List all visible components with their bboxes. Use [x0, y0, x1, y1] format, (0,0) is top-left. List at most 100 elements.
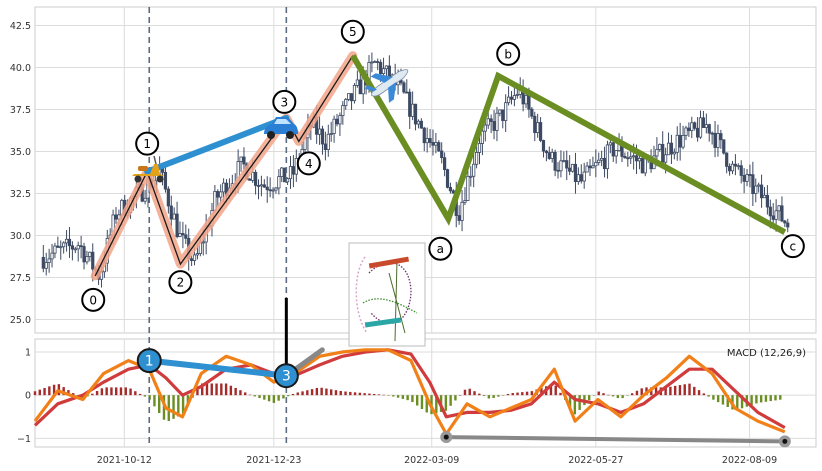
candle-body [556, 169, 560, 172]
candle-body [50, 252, 54, 260]
candle-body [335, 118, 339, 125]
macd-histogram-bar [301, 391, 304, 396]
candle-body [713, 132, 717, 148]
candle-body [687, 127, 691, 132]
wave-label-text: b [504, 47, 512, 61]
candle-body [85, 256, 89, 263]
candle-body [492, 121, 496, 131]
macd-marker-text: 1 [145, 354, 154, 370]
candle-body [213, 191, 217, 211]
candle-body [524, 94, 528, 105]
wave-label-circle [272, 89, 297, 114]
macd-histogram-bar [597, 391, 600, 396]
macd-histogram-bar [764, 395, 768, 402]
candle-body [754, 185, 758, 195]
candle-body [451, 190, 455, 194]
x-tick-label: 2022-08-09 [722, 455, 777, 466]
macd-histogram-bar [726, 395, 729, 408]
macd-histogram-bar [406, 395, 409, 401]
candle-body [347, 93, 351, 100]
macd-histogram-bar [683, 384, 686, 396]
candle-body [381, 68, 386, 75]
wave-label-text: 3 [281, 95, 289, 109]
candle-body [547, 152, 551, 159]
macd-histogram-bar [573, 395, 577, 415]
wave-label-circle [81, 287, 106, 312]
macd-histogram-bar [678, 385, 682, 396]
macd-histogram-bar [172, 395, 175, 419]
candle-body [460, 201, 464, 221]
candle-body [413, 103, 418, 125]
wave-label-circle [296, 151, 321, 176]
candle-body [675, 134, 679, 153]
candle-body [742, 175, 746, 182]
candle-body [480, 130, 485, 144]
macd-histogram-bar [669, 386, 672, 396]
candle-body [530, 108, 534, 117]
price-y-tick-label: 37.5 [10, 105, 31, 116]
wave-label-text: 2 [177, 276, 185, 290]
macd-histogram-bar [95, 390, 99, 396]
macd-histogram-bar [177, 395, 180, 417]
candle-body [757, 184, 761, 187]
macd-histogram-bar [482, 395, 486, 397]
candle-body [576, 174, 580, 182]
candle-body [602, 157, 607, 170]
candle-body [585, 165, 589, 173]
macd-histogram-bar [755, 395, 758, 404]
candle-body [358, 79, 362, 95]
candle-body [474, 152, 479, 165]
macd-histogram-bar [750, 395, 753, 406]
candle-body [265, 186, 269, 191]
macd-lines [33, 348, 786, 436]
macd-histogram-bar [587, 395, 591, 401]
macd-histogram-bar [578, 395, 581, 410]
candle-body [690, 122, 694, 132]
macd-histogram-bar [721, 395, 725, 405]
candle-body [216, 191, 220, 198]
macd-histogram-bar [458, 395, 462, 396]
candle-body [739, 165, 743, 176]
macd-histogram-bar [592, 395, 596, 396]
candle-body [632, 155, 636, 158]
candle-body [658, 143, 662, 150]
price-y-tick-label: 35.0 [10, 147, 31, 158]
macd-histogram-bar [654, 387, 658, 396]
candle-body [553, 151, 557, 171]
macd-histogram-bar [635, 390, 639, 396]
candle-body [428, 138, 432, 143]
wave-label-circle [135, 131, 160, 156]
macd-histogram-bar [372, 393, 376, 396]
candle-body [408, 91, 412, 117]
candle-body [239, 156, 243, 162]
candle-body [283, 167, 287, 183]
candle-body [512, 95, 517, 100]
candle-body [762, 194, 767, 199]
candle-body [780, 205, 784, 222]
candle-body [501, 109, 505, 121]
candle-body [248, 178, 252, 181]
candle-body [786, 222, 790, 228]
candle-body [332, 118, 336, 134]
macd-histogram-bar [315, 388, 319, 396]
price-y-tick-label: 30.0 [10, 231, 31, 242]
wave-icons [132, 69, 426, 347]
macd-histogram-bar [33, 391, 37, 396]
macd-histogram-bar [664, 387, 667, 396]
macd-histogram-bar [463, 389, 467, 396]
macd-signal-line [33, 348, 786, 429]
inset-supports [388, 260, 406, 342]
macd-histogram-bar [100, 388, 104, 396]
candle-body [411, 103, 415, 117]
macd-y-tick-label: −1 [17, 434, 31, 445]
candle-body [419, 120, 423, 129]
price-y-tick-label: 27.5 [10, 273, 31, 284]
macd-histogram-bar [616, 395, 620, 399]
macd-histogram-bar [530, 391, 534, 396]
car-wheel-back [267, 131, 275, 139]
candle-body [256, 185, 261, 187]
macd-histogram-bar [329, 389, 333, 396]
wave-label-circle [340, 19, 365, 44]
inset-car-bottom [364, 317, 402, 328]
macd-histogram-bar [358, 392, 362, 396]
